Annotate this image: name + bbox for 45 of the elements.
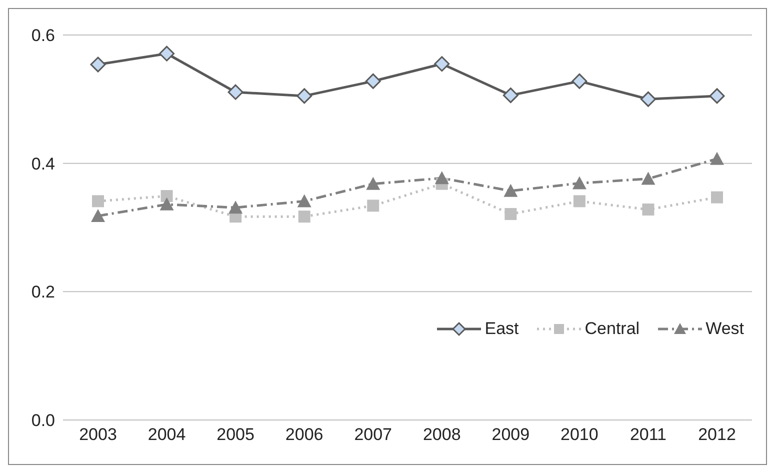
legend-label: East [484,319,519,339]
x-tick-label: 2006 [285,425,324,444]
x-tick-label: 2004 [148,425,186,444]
point [160,190,173,202]
point [573,195,586,208]
point [159,46,175,62]
x-tick-label: 2011 [630,425,667,444]
point [504,208,517,220]
legend-label: Central [584,319,640,339]
point [367,200,380,212]
x-tick-label: 2009 [492,425,530,444]
point [92,195,104,208]
point [228,84,244,100]
y-tick-label: 0.0 [31,411,55,430]
x-tick-label: 2012 [698,425,736,444]
point [502,88,518,104]
point [366,176,380,190]
point [711,191,723,204]
point [642,204,654,216]
point [90,56,106,72]
legend-label: West [704,319,744,339]
point [91,208,105,222]
point [434,171,449,184]
x-tick-label: 2003 [79,425,117,444]
x-tick-label: 2007 [354,425,392,444]
point [641,172,656,185]
y-tick-label: 0.6 [31,26,55,46]
point [297,194,312,208]
point [572,176,586,190]
point [296,88,312,104]
point [228,200,243,214]
point [572,73,588,89]
point [710,152,724,165]
point [709,88,725,104]
y-tick-label: 0.4 [31,154,55,174]
point [365,73,381,89]
point [640,91,656,107]
x-tick-label: 2005 [216,425,254,444]
x-tick-label: 2010 [560,425,598,444]
y-tick-label: 0.2 [31,282,55,302]
point [298,210,310,223]
point [160,197,174,210]
point [434,56,450,72]
point [504,184,518,197]
x-tick-label: 2008 [422,425,461,444]
